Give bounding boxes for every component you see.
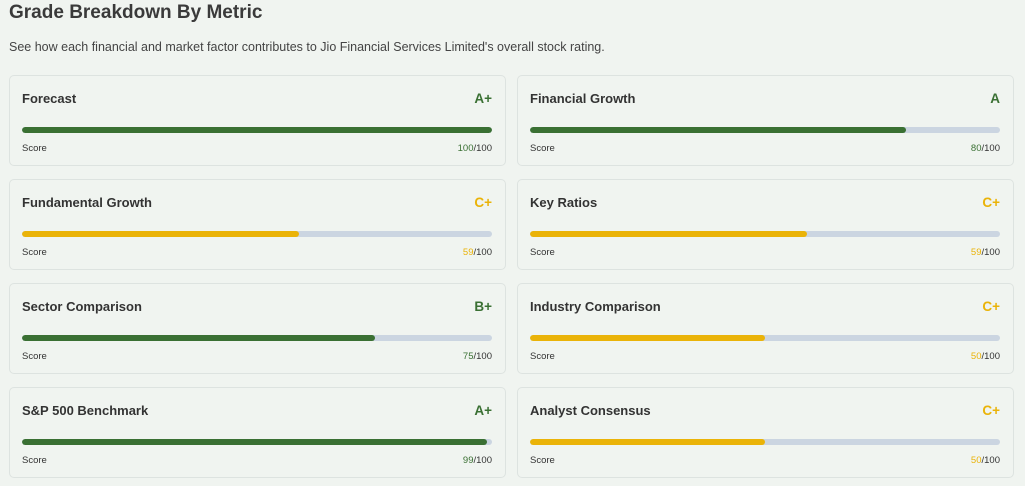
metric-card: Analyst Consensus C+ Score 50/100 [517,387,1014,478]
metric-card: Forecast A+ Score 100/100 [9,75,506,166]
metric-name: Sector Comparison [22,299,142,314]
score-value: 99/100 [462,455,492,466]
score-bar-fill [530,231,808,237]
score-value: 50/100 [970,351,1000,362]
metric-grade: A+ [474,403,492,418]
score-value: 59/100 [462,247,492,258]
metric-name: Key Ratios [530,195,598,210]
metric-card: Sector Comparison B+ Score 75/100 [9,283,506,374]
score-label: Score [22,351,47,362]
metric-grade: A+ [474,91,492,106]
metric-card: Key Ratios C+ Score 59/100 [517,179,1014,270]
score-label: Score [22,247,47,258]
metric-grade: C+ [474,195,492,210]
score-bar [22,439,492,445]
score-label: Score [530,455,555,466]
score-bar [530,231,1000,237]
score-label: Score [22,143,47,154]
metric-grade: A [990,91,1000,106]
page-title: Grade Breakdown By Metric [9,2,263,23]
score-bar [530,127,1000,133]
score-bar [530,439,1000,445]
score-bar-fill [530,127,906,133]
score-value: 80/100 [970,143,1000,154]
page-subtitle: See how each financial and market factor… [9,40,605,54]
metric-card: Fundamental Growth C+ Score 59/100 [9,179,506,270]
score-label: Score [22,455,47,466]
metric-name: Financial Growth [530,91,636,106]
score-bar-fill [530,439,765,445]
metric-card: Financial Growth A Score 80/100 [517,75,1014,166]
metric-grade: C+ [982,299,1000,314]
metric-name: Forecast [22,91,77,106]
score-bar [530,335,1000,341]
metric-card: Industry Comparison C+ Score 50/100 [517,283,1014,374]
metric-grid: Forecast A+ Score 100/100 Financial Grow… [9,75,1014,478]
score-bar [22,335,492,341]
score-bar-fill [22,127,492,133]
score-label: Score [530,351,555,362]
metric-name: Analyst Consensus [530,403,651,418]
score-value: 50/100 [970,455,1000,466]
metric-name: Industry Comparison [530,299,661,314]
metric-card: S&P 500 Benchmark A+ Score 99/100 [9,387,506,478]
score-bar-fill [22,335,375,341]
metric-grade: B+ [474,299,492,314]
score-value: 100/100 [457,143,492,154]
score-bar-fill [22,231,300,237]
score-label: Score [530,247,555,258]
metric-grade: C+ [982,195,1000,210]
score-value: 75/100 [462,351,492,362]
metric-name: S&P 500 Benchmark [22,403,149,418]
metric-name: Fundamental Growth [22,195,152,210]
score-label: Score [530,143,555,154]
score-bar [22,127,492,133]
score-value: 59/100 [970,247,1000,258]
metric-grade: C+ [982,403,1000,418]
score-bar-fill [530,335,765,341]
score-bar [22,231,492,237]
score-bar-fill [22,439,488,445]
